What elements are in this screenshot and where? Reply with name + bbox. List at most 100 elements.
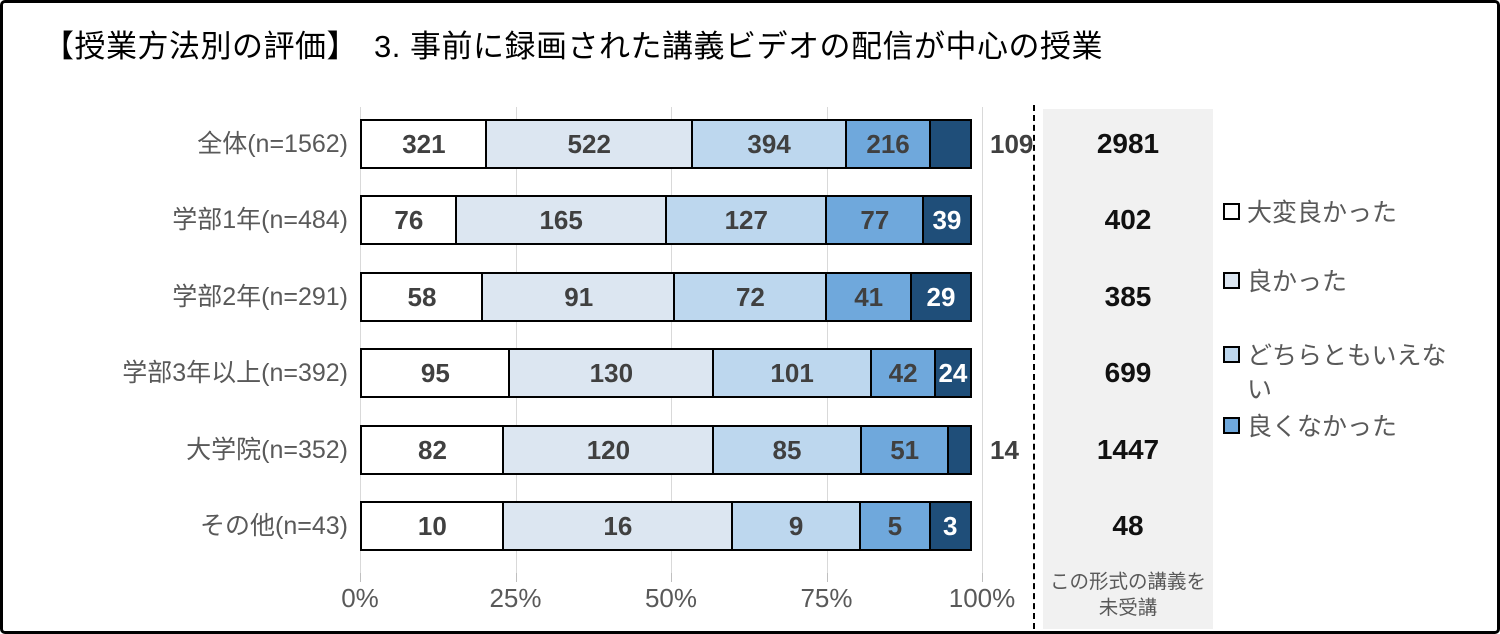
- bar-segment-2: 130: [508, 348, 715, 398]
- legend-swatch-icon: [1223, 417, 1240, 434]
- legend-label: 良くなかった: [1247, 413, 1398, 441]
- segment-value: 101: [770, 357, 814, 388]
- not-attended-value: 2981: [1096, 128, 1160, 159]
- bar-row: 82 120 85 51 14: [360, 425, 1019, 475]
- bar-segment-5: 3: [928, 501, 972, 551]
- chart-title: 【授業方法別の評価】 3. 事前に録画された講義ビデオの配信が中心の授業: [43, 29, 1103, 64]
- not-attended-value: 385: [1104, 281, 1152, 312]
- axis-tick-75%: [826, 573, 828, 582]
- bar-row: 10 16 9 5 3: [360, 501, 982, 551]
- segment-value: 39: [932, 204, 962, 235]
- dashed-separator-line: [1033, 105, 1035, 629]
- segment-value: 82: [417, 434, 447, 465]
- bar-segment-3: 85: [711, 425, 863, 475]
- bar-segment-2: 16: [502, 501, 734, 551]
- segment-value: 9: [788, 510, 804, 541]
- bar-segment-4: 42: [869, 348, 937, 398]
- category-label: 学部1年(n=484): [172, 206, 348, 234]
- legend-item: 良くなかった: [1223, 410, 1465, 444]
- segment-value: 216: [866, 128, 910, 159]
- gridline-75%: [826, 107, 828, 573]
- segment-value: 42: [888, 357, 918, 388]
- bar-segment-3: 101: [712, 348, 873, 398]
- legend-swatch-icon: [1223, 203, 1240, 220]
- segment-value: 130: [589, 357, 634, 388]
- not-attended-value: 48: [1112, 510, 1144, 541]
- bar-segment-1: 321: [360, 119, 488, 169]
- segment-value: 77: [860, 204, 890, 235]
- axis-label-100%: 100%: [948, 583, 1016, 613]
- category-label: 全体(n=1562): [197, 130, 348, 158]
- bar-segment-1: 95: [360, 348, 511, 398]
- bar-row: 321 522 394 216 109: [360, 119, 1033, 169]
- legend-label: 大変良かった: [1247, 199, 1398, 227]
- bar-segment-2: 91: [481, 272, 676, 322]
- axis-tick-0%: [360, 573, 361, 582]
- segment-value: 24: [938, 357, 968, 388]
- bar-segment-5: [928, 119, 972, 169]
- segment-value: 522: [567, 128, 611, 159]
- gridline-50%: [671, 107, 672, 573]
- bar-segment-4: 216: [845, 119, 932, 169]
- segment-value: 5: [887, 510, 903, 541]
- segment-value: 321: [402, 128, 446, 159]
- segment-value-outside: 109: [990, 128, 1034, 159]
- category-label: 学部3年以上(n=392): [122, 359, 348, 387]
- segment-value: 16: [603, 510, 633, 541]
- category-label: 大学院(n=352): [186, 436, 348, 464]
- segment-value-outside: 14: [990, 434, 1019, 465]
- bar-segment-5: 39: [921, 195, 972, 245]
- bar-segment-5: 29: [909, 272, 972, 322]
- segment-value: 29: [926, 281, 956, 312]
- segment-value: 95: [420, 357, 450, 388]
- axis-label-50%: 50%: [644, 583, 698, 613]
- category-label: その他(n=43): [200, 512, 348, 540]
- not-attended-caption: この形式の講義を未受講: [1049, 571, 1206, 620]
- category-label: 学部2年(n=291): [172, 283, 348, 311]
- legend-item: 大変良かった: [1223, 196, 1465, 230]
- segment-value: 120: [586, 434, 631, 465]
- bar-segment-4: 41: [824, 272, 913, 322]
- bar-segment-3: 72: [673, 272, 828, 322]
- bar-segment-3: 394: [690, 119, 848, 169]
- gridline-100%: [982, 107, 983, 573]
- axis-tick-25%: [515, 573, 517, 582]
- bar-segment-2: 120: [502, 425, 715, 475]
- axis-tick-100%: [982, 573, 983, 582]
- bar-segment-3: 9: [731, 501, 862, 551]
- segment-value: 58: [407, 281, 437, 312]
- gridline-0%: [360, 107, 361, 573]
- bar-segment-3: 127: [664, 195, 828, 245]
- segment-value: 127: [724, 204, 768, 235]
- bar-segment-1: 82: [360, 425, 505, 475]
- bar-row: 95 130 101 42 24: [360, 348, 982, 398]
- not-attended-value: 1447: [1096, 434, 1160, 465]
- segment-value: 72: [735, 281, 765, 312]
- bar-segment-5: 24: [933, 348, 972, 398]
- legend-label: どちらともいえない: [1247, 342, 1447, 404]
- not-attended-value: 699: [1104, 357, 1152, 388]
- legend-item: 良かった: [1223, 265, 1465, 299]
- bar-segment-1: 76: [360, 195, 458, 245]
- bar-row: 76 165 127 77 39: [360, 195, 982, 245]
- bar-segment-4: 51: [859, 425, 950, 475]
- axis-label-25%: 25%: [489, 583, 542, 613]
- segment-value: 10: [417, 510, 447, 541]
- legend-item: どちらともいえない: [1223, 339, 1465, 407]
- gridline-25%: [515, 107, 517, 573]
- legend-swatch-icon: [1223, 346, 1240, 363]
- segment-value: 91: [564, 281, 594, 312]
- bar-row: 58 91 72 41 29: [360, 272, 982, 322]
- segment-value: 41: [854, 281, 884, 312]
- legend-swatch-icon: [1223, 272, 1240, 289]
- segment-value: 85: [772, 434, 802, 465]
- axis-label-0%: 0%: [341, 583, 379, 613]
- segment-value: 3: [943, 510, 958, 541]
- segment-value: 76: [394, 204, 424, 235]
- segment-value: 51: [890, 434, 920, 465]
- segment-value: 165: [539, 204, 583, 235]
- bar-segment-1: 10: [360, 501, 505, 551]
- bar-segment-4: 77: [825, 195, 925, 245]
- legend-label: 良かった: [1247, 268, 1348, 296]
